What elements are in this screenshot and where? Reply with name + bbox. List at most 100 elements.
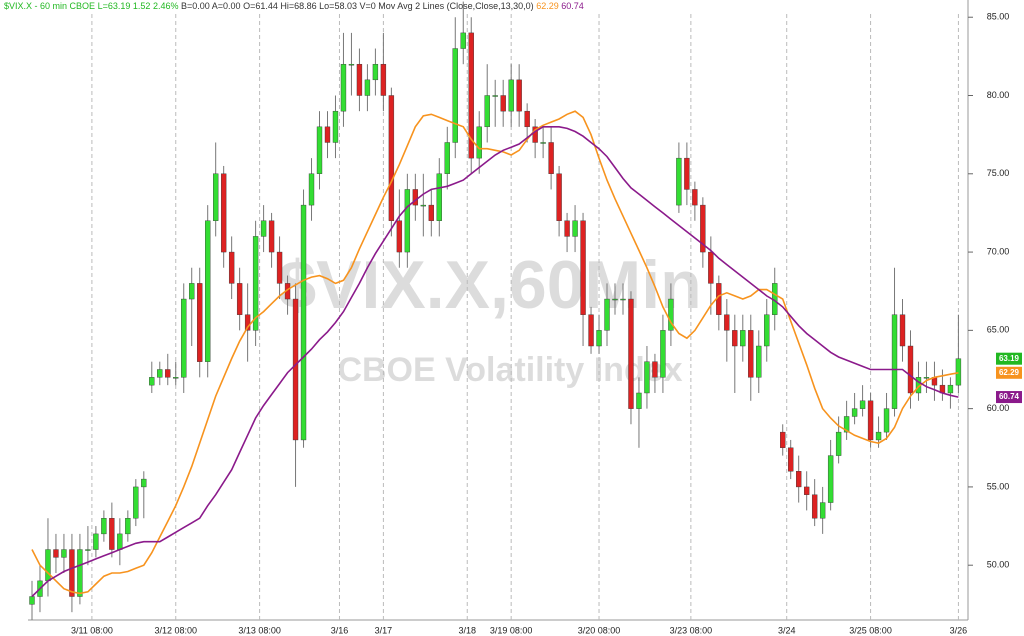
candle-body — [524, 110, 530, 128]
candle-body — [827, 455, 834, 503]
candle-body — [780, 431, 786, 448]
candle-body — [756, 345, 762, 378]
candle-body — [819, 502, 826, 519]
y-tick-label: 85.00 — [987, 12, 1010, 22]
price-tag-label: 62.29 — [999, 368, 1020, 377]
candle-body — [899, 314, 906, 347]
x-tick-label: 3/24 — [778, 625, 796, 635]
price-tag-label: 63.19 — [999, 354, 1020, 363]
price-tag — [996, 391, 1022, 404]
candle-body — [604, 298, 610, 331]
x-tick-label: 3/11 08:00 — [71, 625, 113, 635]
candle-body — [700, 204, 706, 253]
x-tick-label: 3/16 — [331, 625, 349, 635]
ma-fast-value: 62.29 — [536, 1, 559, 11]
candle-body — [883, 408, 890, 433]
candle-body — [468, 32, 474, 159]
candle-body — [332, 110, 339, 143]
candle-body — [101, 518, 107, 535]
change-pct: 2.46% — [153, 1, 179, 11]
x-tick-label: 3/25 08:00 — [849, 625, 892, 635]
study: Mov Avg 2 Lines (Close,Close,13,30,0) — [378, 1, 533, 11]
candle-body — [45, 549, 51, 582]
candle-body — [77, 549, 83, 597]
candle-body — [316, 126, 323, 174]
candle-body — [340, 63, 347, 112]
y-tick-label: 55.00 — [987, 481, 1010, 491]
candle-body — [620, 298, 626, 301]
candle-body — [404, 189, 411, 253]
x-tick-label: 3/20 08:00 — [578, 625, 621, 635]
candle-body — [748, 330, 754, 378]
candle-body — [859, 400, 866, 409]
candle-body — [452, 48, 458, 143]
x-tick-label: 3/19 08:00 — [490, 625, 533, 635]
candle-body — [133, 486, 139, 519]
moving-average-line — [31, 126, 959, 598]
candle-body — [492, 95, 498, 97]
candle-body — [205, 220, 211, 362]
candle-body — [572, 220, 578, 237]
candle-body — [540, 142, 546, 144]
candle-body — [907, 345, 914, 394]
candle-body — [220, 173, 227, 253]
candle-body — [724, 314, 730, 331]
candle-body — [764, 314, 770, 347]
candle-body — [947, 384, 954, 394]
y-tick-label: 65.00 — [987, 325, 1010, 335]
x-tick-label: 3/26 — [950, 625, 968, 635]
x-tick-label: 3/18 — [458, 625, 476, 635]
candle-body — [484, 95, 490, 128]
y-tick-label: 70.00 — [987, 246, 1010, 256]
candle-body — [803, 486, 810, 495]
open: O=61.44 — [243, 1, 278, 11]
bid: B=0.00 — [181, 1, 210, 11]
candle-body — [460, 32, 466, 49]
candle-body — [236, 283, 243, 315]
y-tick-label: 60.00 — [987, 403, 1010, 413]
candle-body — [660, 330, 666, 378]
candle-body — [516, 79, 522, 112]
watermark-symbol: $VIX.X,60Min — [278, 247, 701, 323]
candle-body — [260, 220, 267, 237]
candle-body — [53, 549, 59, 558]
candle-body — [197, 283, 203, 362]
price-tag-label: 60.74 — [999, 392, 1020, 401]
candle-body — [811, 494, 818, 519]
candle-body — [436, 173, 442, 221]
candle-body — [348, 63, 355, 66]
candle-body — [652, 361, 658, 378]
candle-body — [500, 95, 506, 112]
candle-body — [372, 63, 379, 81]
high: Hi=68.86 — [280, 1, 316, 11]
candle-body — [875, 431, 882, 441]
candle-body — [843, 416, 850, 433]
header: $VIX.X - 60 min CBOE L=63.19 1.52 2.46% … — [4, 1, 584, 11]
symbol: $VIX.X - 60 min — [4, 1, 67, 11]
candle-body — [380, 63, 387, 96]
candle-body — [835, 431, 842, 456]
exchange: CBOE — [70, 1, 96, 11]
moving-average-line — [31, 110, 959, 595]
candle-body — [676, 157, 682, 206]
candle-body — [548, 142, 554, 174]
candle-body — [692, 189, 698, 206]
candle-body — [93, 533, 99, 550]
candle-body — [300, 204, 307, 441]
y-tick-label: 75.00 — [987, 168, 1010, 178]
ask: A=0.00 — [212, 1, 241, 11]
candle-body — [61, 549, 67, 558]
candle-body — [244, 314, 251, 331]
volume: V=0 — [359, 1, 375, 11]
candle-body — [668, 298, 674, 331]
candle-body — [428, 204, 434, 221]
candle-body — [867, 400, 874, 441]
x-tick-label: 3/13 08:00 — [238, 625, 281, 635]
x-tick-label: 3/12 08:00 — [154, 625, 197, 635]
price-tag — [996, 352, 1022, 365]
candle-body — [851, 408, 858, 417]
candle-body — [788, 447, 794, 472]
candle-body — [412, 189, 419, 206]
candle-body — [644, 361, 650, 394]
candle-body — [149, 377, 155, 386]
